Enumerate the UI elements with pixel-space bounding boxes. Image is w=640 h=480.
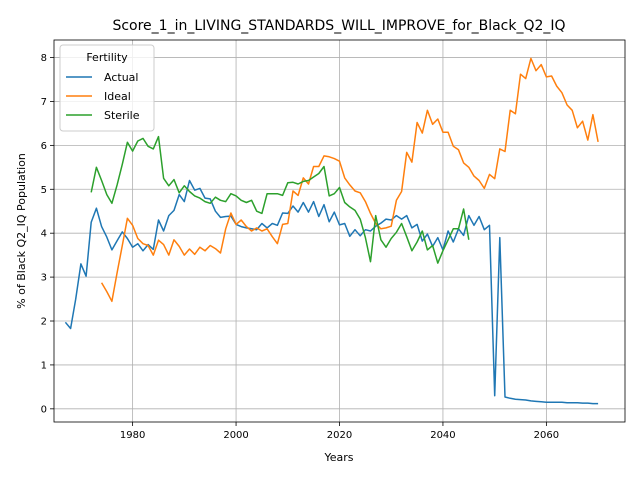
legend-box <box>59 44 155 132</box>
x-tick-label: 2020 <box>327 430 352 441</box>
x-axis-label: Years <box>323 451 353 464</box>
y-axis-label: % of Black Q2_IQ Population <box>15 153 28 309</box>
legend-label-sterile: Sterile <box>104 109 140 122</box>
series-lines <box>64 57 599 405</box>
y-tick-label: 4 <box>41 229 47 240</box>
y-tick-label: 8 <box>41 53 47 64</box>
x-tick-label: 2060 <box>534 430 559 441</box>
y-tick-label: 6 <box>41 141 47 152</box>
y-tick-label: 1 <box>41 360 47 371</box>
y-tick-label: 5 <box>41 185 47 196</box>
series-line-ideal <box>100 57 599 303</box>
x-tick-label: 2040 <box>430 430 455 441</box>
y-tick-label: 7 <box>41 97 47 108</box>
x-axis-ticks: 1980 2000 2020 2040 2060 <box>120 422 559 441</box>
legend-label-ideal: Ideal <box>104 90 131 103</box>
y-tick-label: 0 <box>41 404 47 415</box>
legend-items: Actual Ideal Sterile <box>66 71 140 122</box>
y-axis-ticks: 0 1 2 3 4 5 6 7 8 <box>41 53 54 415</box>
x-tick-label: 1980 <box>120 430 145 441</box>
chart-title: Score_1_in_LIVING_STANDARDS_WILL_IMPROVE… <box>112 18 565 34</box>
legend-title: Fertility <box>86 51 128 64</box>
x-tick-label: 2000 <box>223 430 248 441</box>
y-tick-label: 3 <box>41 273 47 284</box>
y-tick-label: 2 <box>41 317 47 328</box>
legend: Fertility Actual Ideal Sterile <box>59 44 155 132</box>
series-line-sterile <box>90 135 470 264</box>
series-line-actual <box>64 179 599 405</box>
legend-label-actual: Actual <box>104 71 138 84</box>
